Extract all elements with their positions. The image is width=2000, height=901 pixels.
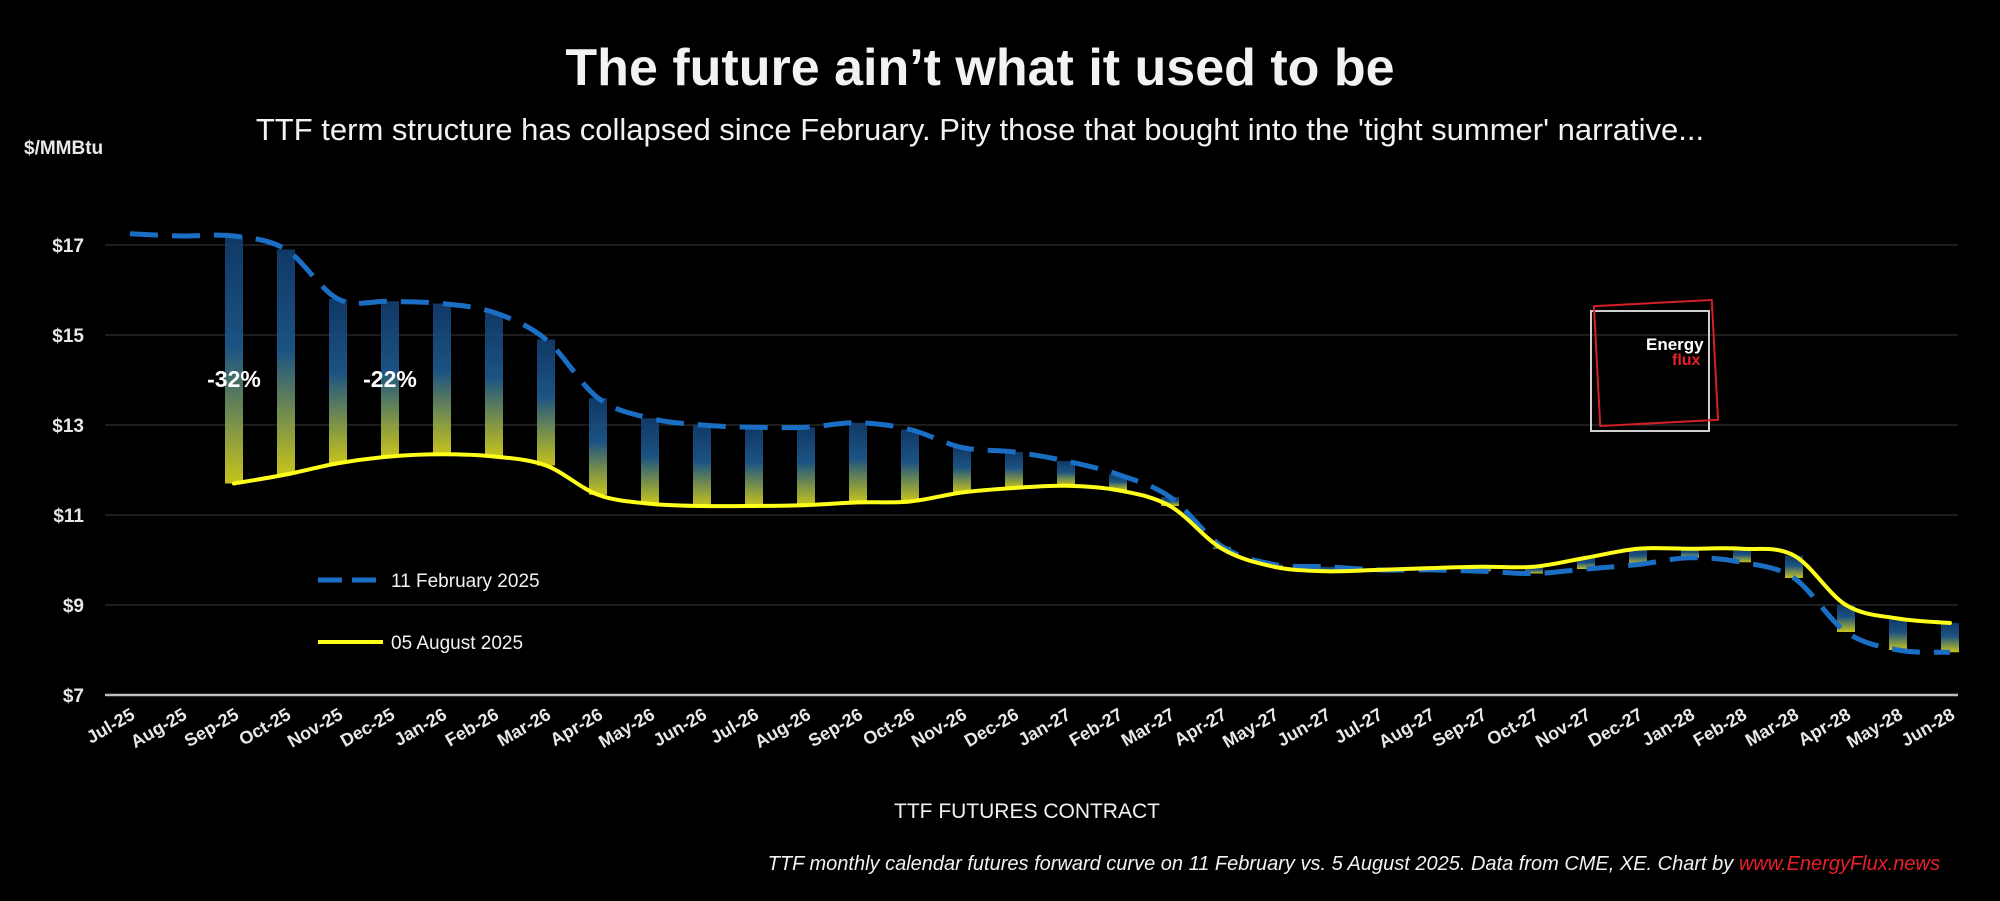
x-tick-label: Jan-27 bbox=[1015, 704, 1074, 750]
x-tick-label: Jun-26 bbox=[650, 704, 710, 750]
x-tick-label: Apr-27 bbox=[1171, 704, 1230, 750]
x-tick-label: Nov-27 bbox=[1532, 704, 1594, 751]
difference-bar bbox=[329, 299, 347, 464]
logo-frame-white bbox=[1590, 310, 1710, 432]
x-tick-label: Oct-27 bbox=[1483, 704, 1542, 749]
difference-bar bbox=[1941, 623, 1959, 653]
annotations: -32% -22% bbox=[207, 366, 417, 392]
footer-text: TTF monthly calendar futures forward cur… bbox=[767, 853, 1739, 875]
x-tick-label: Jun-27 bbox=[1274, 704, 1334, 750]
x-tick-label: Jun-28 bbox=[1898, 704, 1958, 750]
x-tick-label: May-27 bbox=[1219, 704, 1282, 752]
x-tick-label: Nov-25 bbox=[284, 704, 346, 751]
difference-bar bbox=[277, 249, 295, 475]
difference-bars bbox=[225, 236, 1959, 653]
difference-bar bbox=[1889, 618, 1907, 650]
y-tick-labels: $7 $9 $11 $13 $15 $17 bbox=[52, 236, 84, 707]
chart-title: The future ain’t what it used to be bbox=[565, 39, 1395, 97]
logo-text-flux: flux bbox=[1672, 352, 1701, 369]
x-tick-label: Sep-27 bbox=[1429, 704, 1490, 751]
x-axis-label: TTF FUTURES CONTRACT bbox=[894, 800, 1160, 823]
y-tick-label: $11 bbox=[53, 506, 84, 527]
difference-bar bbox=[1525, 566, 1543, 574]
difference-bar bbox=[745, 427, 763, 506]
x-tick-label: Dec-25 bbox=[337, 704, 398, 751]
legend: 11 February 2025 05 August 2025 bbox=[318, 571, 540, 654]
energyflux-logo: Energy flux bbox=[1590, 298, 1720, 434]
logo-text-energy: Energy bbox=[1646, 335, 1704, 354]
difference-bar bbox=[1785, 555, 1803, 578]
difference-bar bbox=[1057, 461, 1075, 486]
x-tick-label: Jan-26 bbox=[391, 704, 450, 750]
x-tick-label: Feb-27 bbox=[1066, 704, 1126, 750]
difference-bar bbox=[1577, 557, 1595, 569]
difference-bar bbox=[953, 447, 971, 493]
difference-bar bbox=[589, 398, 607, 495]
series-line-05-august-2025 bbox=[232, 452, 1952, 625]
x-tick-label: Feb-26 bbox=[442, 704, 502, 750]
x-tick-label: Mar-26 bbox=[494, 704, 554, 750]
legend-label-feb: 11 February 2025 bbox=[391, 571, 540, 592]
difference-bar bbox=[901, 429, 919, 502]
source-footer: TTF monthly calendar futures forward cur… bbox=[768, 853, 1940, 876]
legend-label-aug: 05 August 2025 bbox=[391, 633, 523, 654]
annotation-label: -32% bbox=[207, 366, 261, 392]
difference-bar bbox=[1317, 566, 1335, 572]
series-lines bbox=[129, 231, 1952, 655]
difference-bar bbox=[693, 425, 711, 506]
x-tick-label: Sep-26 bbox=[805, 704, 866, 751]
x-tick-label: Mar-27 bbox=[1118, 704, 1178, 750]
grid-lines bbox=[105, 244, 1958, 697]
x-tick-label: Sep-25 bbox=[181, 704, 242, 751]
x-tick-label: Feb-28 bbox=[1690, 704, 1750, 750]
y-tick-label: $7 bbox=[63, 686, 84, 707]
y-tick-label: $9 bbox=[63, 596, 84, 617]
x-tick-label: May-28 bbox=[1843, 704, 1906, 752]
y-axis-label: $/MMBtu bbox=[24, 138, 104, 159]
x-tick-label: Nov-26 bbox=[908, 704, 970, 751]
difference-bar bbox=[1681, 548, 1699, 558]
annotation-label: -22% bbox=[363, 366, 417, 392]
difference-bar bbox=[1161, 497, 1179, 506]
x-tick-label: Apr-28 bbox=[1795, 704, 1854, 750]
difference-bar bbox=[485, 312, 503, 457]
y-tick-label: $13 bbox=[52, 416, 84, 437]
difference-bar bbox=[1005, 452, 1023, 488]
difference-bar bbox=[433, 303, 451, 455]
x-tick-label: Aug-27 bbox=[1375, 704, 1438, 752]
y-tick-label: $15 bbox=[52, 326, 84, 347]
difference-bar bbox=[225, 236, 243, 484]
difference-bar bbox=[1733, 548, 1751, 563]
difference-bar bbox=[797, 427, 815, 506]
difference-bar bbox=[1629, 548, 1647, 565]
series-line-11-february-2025 bbox=[129, 231, 1951, 655]
x-tick-label: Dec-26 bbox=[961, 704, 1022, 751]
chart-subtitle: TTF term structure has collapsed since F… bbox=[255, 112, 1705, 147]
x-tick-label: Apr-26 bbox=[547, 704, 606, 750]
y-tick-label: $17 bbox=[52, 236, 84, 257]
x-tick-label: May-26 bbox=[595, 704, 658, 752]
x-tick-label: Jan-28 bbox=[1639, 704, 1698, 750]
difference-bar bbox=[537, 339, 555, 466]
x-tick-label: Mar-28 bbox=[1742, 704, 1802, 750]
x-tick-label: Oct-26 bbox=[859, 704, 918, 749]
difference-bar bbox=[849, 422, 867, 503]
x-tick-label: Aug-25 bbox=[127, 704, 190, 752]
footer-brand-link[interactable]: www.EnergyFlux.news bbox=[1738, 853, 1940, 875]
x-tick-labels: Jul-25Aug-25Sep-25Oct-25Nov-25Dec-25Jan-… bbox=[83, 704, 1958, 752]
difference-bar bbox=[381, 301, 399, 457]
x-tick-label: Dec-27 bbox=[1585, 704, 1646, 751]
x-tick-label: Oct-25 bbox=[235, 704, 294, 749]
x-tick-label: Aug-26 bbox=[751, 704, 814, 752]
difference-bar bbox=[641, 418, 659, 504]
